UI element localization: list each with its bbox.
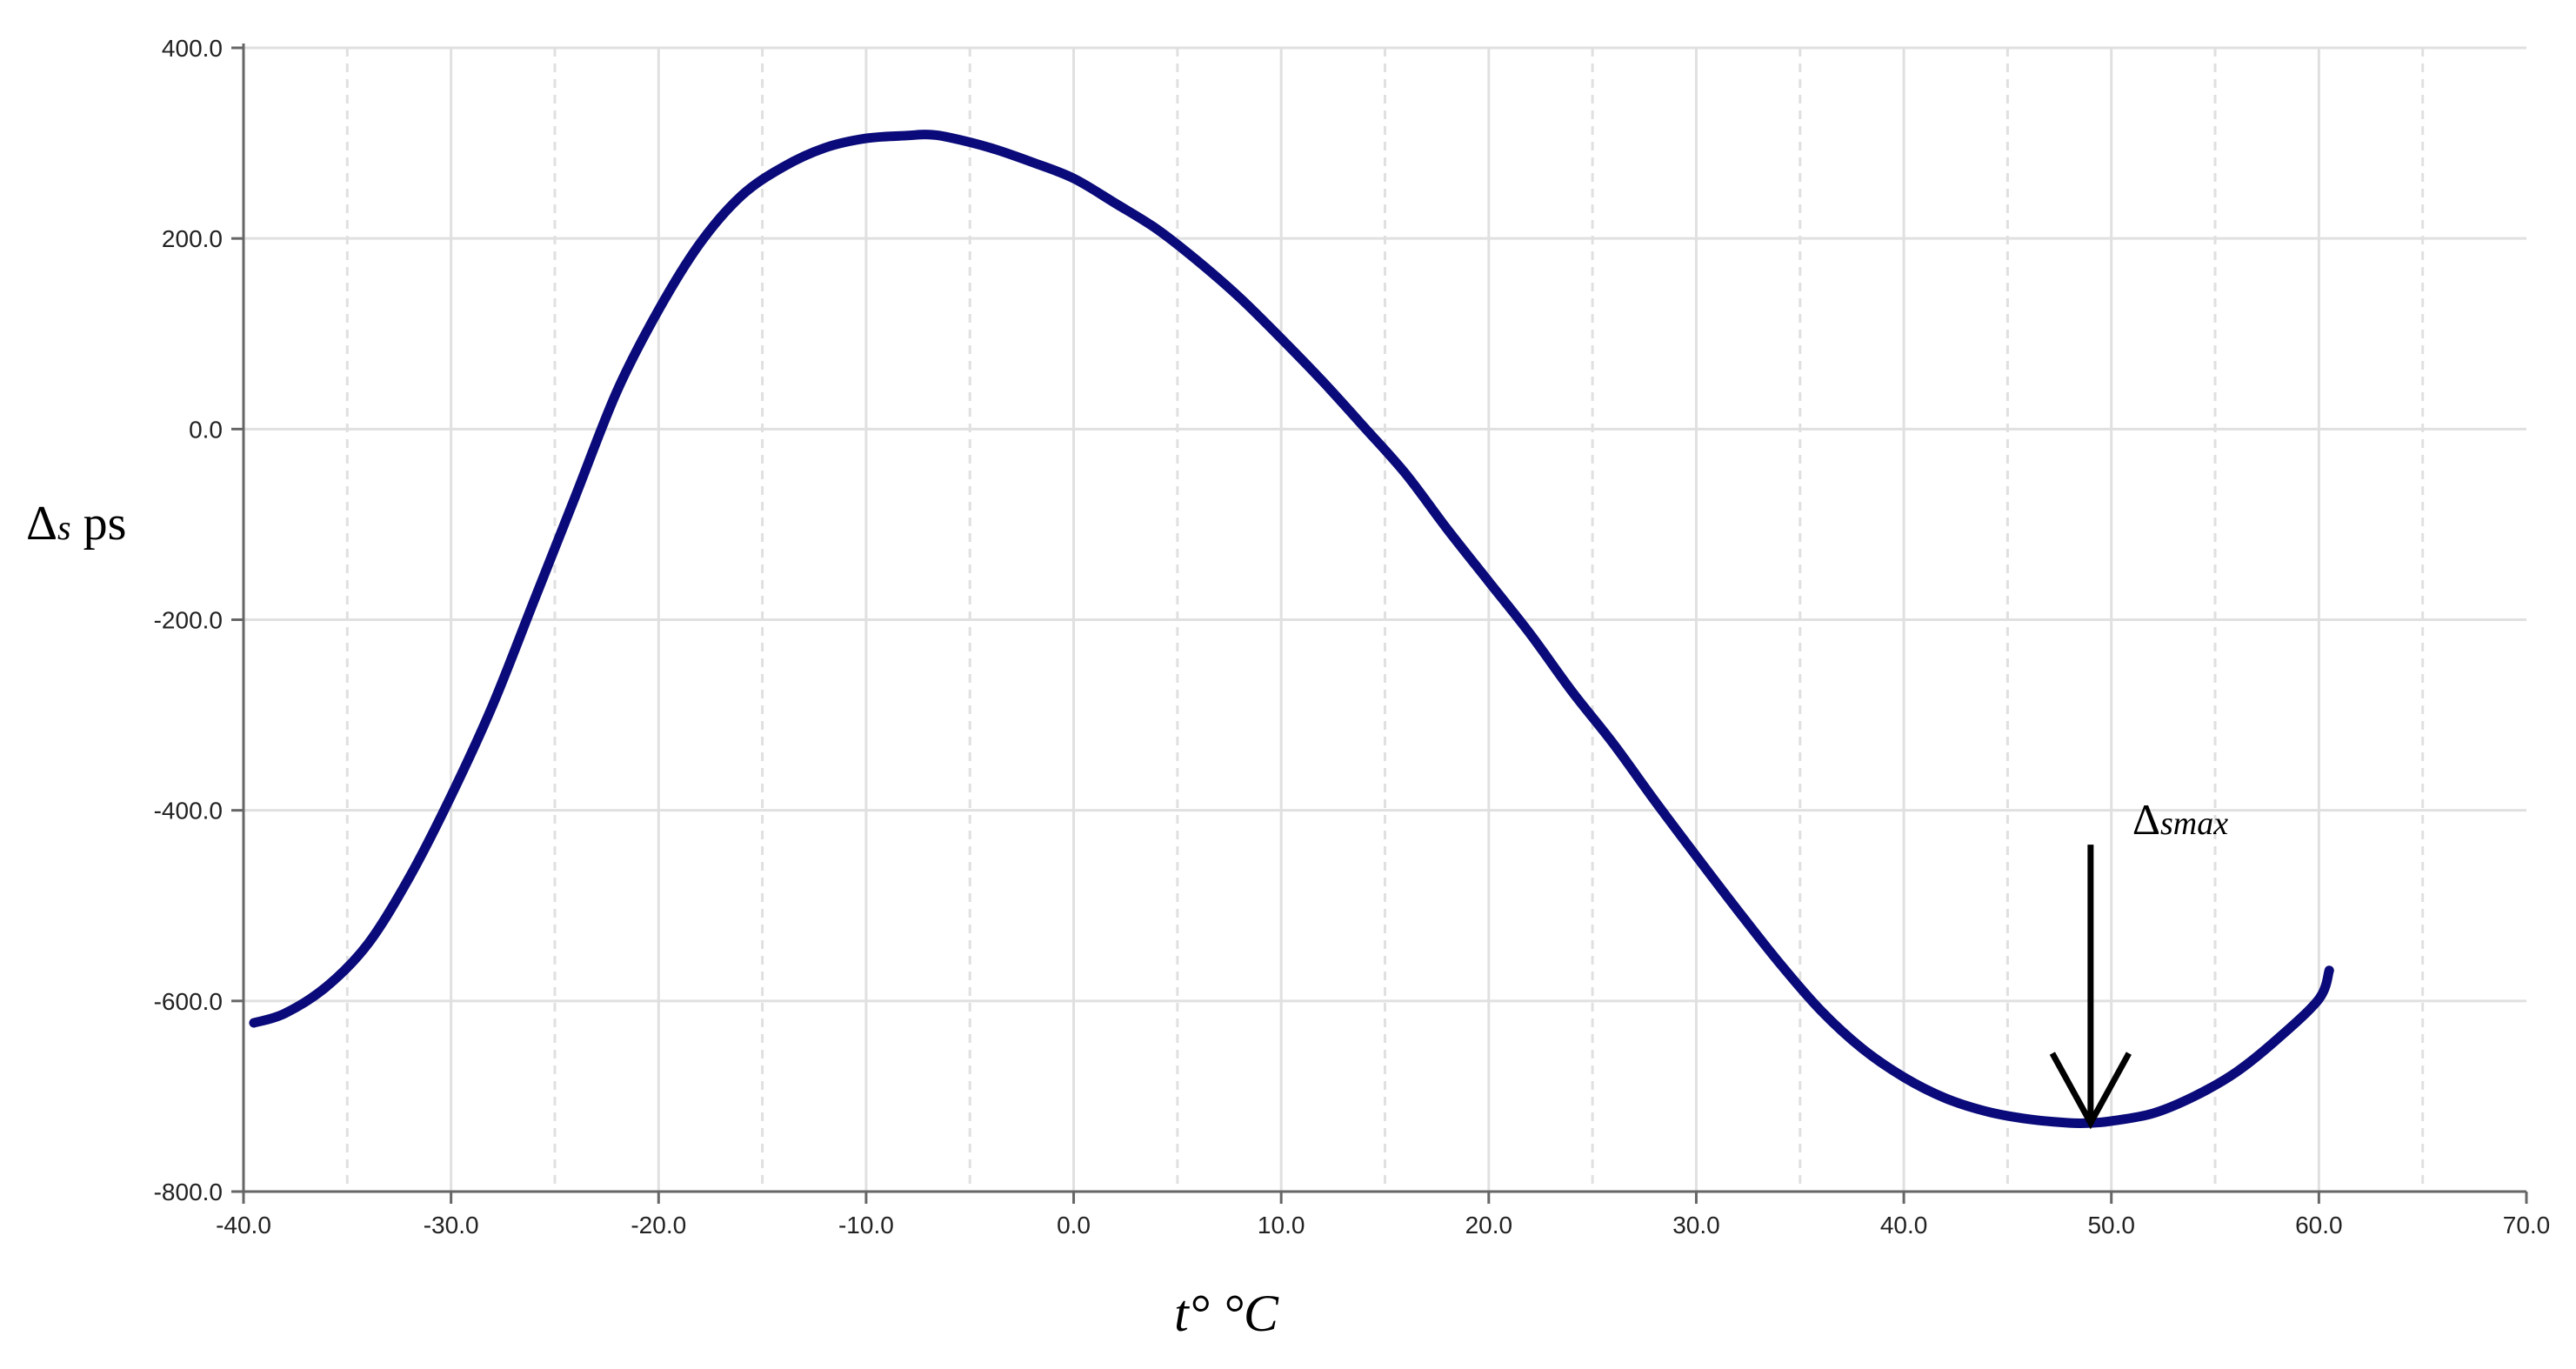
grid (244, 46, 2526, 1192)
x-tick-label: 30.0 (1672, 1212, 1720, 1239)
x-tick-label: -30.0 (424, 1212, 479, 1239)
x-tick-label: -40.0 (216, 1212, 271, 1239)
y-tick-label: -600.0 (154, 988, 223, 1015)
y-tick-label: -800.0 (154, 1179, 223, 1205)
y-axis-title-symbol: Δ (26, 497, 57, 551)
x-tick-label: -10.0 (838, 1212, 894, 1239)
y-axis-title: Δs ps (26, 497, 126, 551)
y-tick-label: -200.0 (154, 607, 223, 634)
y-tick-label: 400.0 (162, 35, 223, 62)
x-tick-label: 50.0 (2087, 1212, 2135, 1239)
annotation-label-main: Δ (2132, 795, 2160, 844)
x-tick-label: 40.0 (1880, 1212, 1928, 1239)
axis-titles: Δs ps t° °C (26, 497, 1279, 1342)
y-axis-title-unit: ps (71, 497, 127, 551)
axes (231, 43, 2528, 1204)
y-axis-title-subscript: s (57, 508, 71, 547)
series-line (249, 130, 2334, 1129)
x-tick-label: -20.0 (631, 1212, 686, 1239)
annotation-arrow-head (2049, 1052, 2132, 1130)
x-tick-label: 20.0 (1465, 1212, 1513, 1239)
x-tick-label: 70.0 (2503, 1212, 2551, 1239)
y-tick-label: 0.0 (189, 416, 223, 443)
tick-labels: -40.0 -30.0 -20.0 -10.0 0.0 10.0 20.0 30.0 40.0 5… (154, 35, 2551, 1239)
x-tick-label: 60.0 (2295, 1212, 2343, 1239)
y-tick-label: 200.0 (162, 225, 223, 252)
y-tick-label: -400.0 (154, 798, 223, 825)
series (249, 130, 2334, 1129)
x-tick-label: 10.0 (1258, 1212, 1305, 1239)
annotation-label: Δsmax (2132, 795, 2228, 844)
annotation-label-subscript: smax (2160, 805, 2228, 842)
x-axis-title: t° °C (1174, 1285, 1279, 1342)
x-tick-label: 0.0 (1057, 1212, 1091, 1239)
annotations: Δsmax (2049, 795, 2228, 1130)
